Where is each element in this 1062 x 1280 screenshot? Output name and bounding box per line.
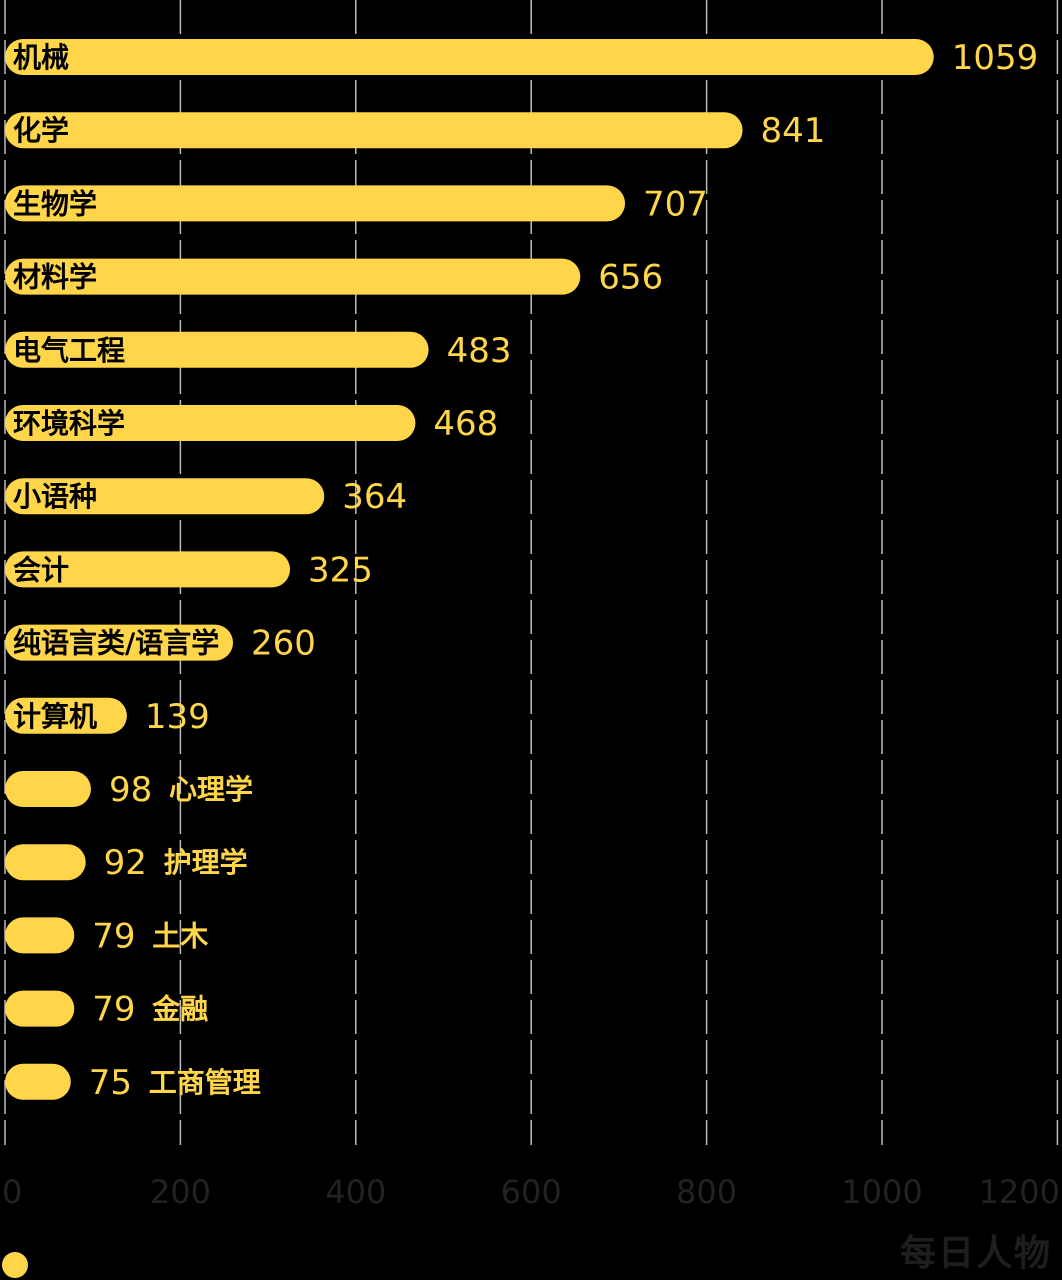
watermark: 每日人物: [899, 1233, 1052, 1274]
category-label: 电气工程: [13, 334, 125, 367]
category-label: 护理学: [164, 846, 248, 879]
bar: [5, 478, 325, 515]
data-label: 139: [145, 697, 210, 737]
x-tick-label: 200: [150, 1173, 211, 1211]
x-tick-label: 1000: [841, 1173, 922, 1211]
data-label: 79: [92, 990, 135, 1030]
category-label: 小语种: [13, 480, 97, 513]
bar: [5, 258, 581, 295]
bar: [5, 844, 86, 881]
data-label: 468: [433, 404, 498, 444]
x-axis-ticks: 0 200 400 600 800 1000 1200: [2, 1173, 1060, 1211]
bar: [5, 405, 416, 441]
category-label: 工商管理: [149, 1066, 261, 1099]
x-tick-label: 400: [325, 1173, 386, 1211]
data-label: 98: [109, 770, 152, 810]
data-label: 483: [447, 331, 512, 371]
x-tick-label: 0: [2, 1173, 22, 1211]
category-label: 化学: [13, 114, 69, 147]
bar: [5, 917, 75, 954]
data-label: 656: [598, 258, 663, 298]
bar: [5, 551, 291, 588]
data-label: 364: [342, 477, 407, 517]
bars: 1059 机械 841 化学 707 生物学 656 材料学 483 电气工程 468 环境科学 364…: [5, 38, 1038, 1103]
bar: [5, 624, 234, 661]
bar: [5, 697, 127, 734]
data-label: 1059: [952, 38, 1039, 78]
bar: [5, 1063, 71, 1100]
bar: [5, 771, 91, 807]
bar: [5, 112, 743, 149]
bar: [5, 185, 626, 222]
bar: [5, 331, 429, 368]
data-label: 841: [761, 111, 826, 151]
category-label: 会计: [13, 553, 69, 586]
category-label: 土木: [152, 919, 208, 952]
data-label: 707: [643, 184, 708, 224]
category-label: 纯语言类/语言学: [13, 627, 219, 660]
category-label: 材料学: [13, 261, 97, 294]
x-tick-label: 600: [501, 1173, 562, 1211]
category-label: 计算机: [13, 700, 97, 733]
category-label: 心理学: [169, 773, 253, 806]
legend-dot-icon: [2, 1252, 28, 1278]
bar: [5, 990, 75, 1027]
category-label: 机械: [13, 41, 69, 74]
data-label: 260: [251, 624, 316, 664]
data-label: 75: [89, 1063, 132, 1103]
bar: [5, 39, 934, 75]
x-tick-label: 800: [676, 1173, 737, 1211]
category-label: 环境科学: [13, 407, 125, 440]
data-label: 79: [92, 916, 135, 956]
data-label: 325: [308, 550, 373, 590]
category-label: 金融: [151, 993, 208, 1026]
data-label: 92: [104, 843, 147, 883]
x-tick-label: 1200: [979, 1173, 1060, 1211]
category-label: 生物学: [13, 187, 97, 220]
